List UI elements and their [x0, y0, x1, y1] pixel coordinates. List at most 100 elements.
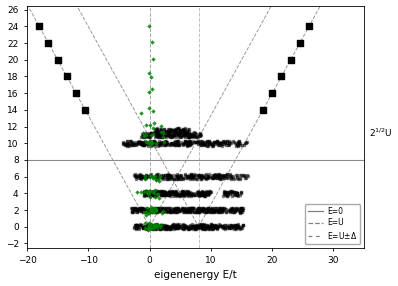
Point — [169, 190, 176, 194]
Point — [174, 192, 180, 196]
Point — [148, 141, 154, 146]
Point — [175, 175, 181, 180]
Point — [138, 190, 144, 195]
Point — [145, 106, 152, 110]
Point — [150, 132, 156, 136]
Point — [189, 227, 196, 231]
Point — [158, 134, 165, 139]
Point — [180, 222, 186, 227]
Point — [190, 205, 196, 210]
Point — [177, 223, 183, 228]
Point — [160, 134, 166, 139]
Point — [170, 133, 177, 138]
Point — [156, 139, 162, 144]
Point — [166, 127, 173, 132]
Point — [148, 131, 154, 136]
Point — [206, 191, 212, 196]
Point — [145, 143, 151, 148]
Point — [186, 127, 192, 132]
Point — [191, 132, 198, 137]
Point — [240, 208, 246, 212]
Point — [204, 189, 211, 194]
Point — [181, 126, 188, 131]
Point — [158, 124, 165, 129]
Point — [189, 133, 195, 137]
Point — [306, 24, 312, 29]
Point — [135, 141, 142, 146]
Point — [192, 131, 199, 136]
Point — [197, 208, 203, 213]
Point — [195, 172, 201, 177]
Point — [166, 190, 172, 194]
Point — [157, 129, 163, 134]
Point — [232, 192, 238, 197]
Point — [188, 142, 195, 146]
Point — [156, 206, 162, 211]
Point — [167, 208, 173, 213]
Point — [215, 225, 221, 229]
Point — [174, 143, 181, 147]
Point — [149, 40, 156, 45]
Point — [156, 134, 163, 138]
Point — [220, 174, 227, 178]
Point — [188, 175, 195, 179]
Point — [139, 225, 145, 229]
Point — [168, 174, 175, 178]
Point — [163, 134, 170, 139]
Point — [191, 134, 197, 138]
Point — [216, 208, 222, 212]
Point — [190, 224, 197, 228]
Point — [197, 189, 203, 194]
Point — [161, 127, 167, 132]
Point — [158, 193, 164, 197]
Point — [234, 192, 240, 197]
Point — [134, 174, 140, 179]
Point — [228, 174, 235, 179]
Point — [150, 140, 156, 144]
Point — [214, 174, 220, 178]
Point — [209, 176, 215, 180]
Point — [166, 174, 173, 179]
Point — [156, 225, 163, 229]
Point — [287, 57, 294, 62]
Point — [173, 142, 179, 146]
Point — [240, 223, 246, 228]
Point — [204, 139, 210, 144]
Point — [203, 225, 209, 230]
Point — [204, 223, 210, 228]
Point — [237, 176, 244, 180]
Point — [217, 205, 223, 210]
Point — [213, 224, 219, 229]
Point — [198, 205, 204, 210]
Point — [147, 174, 154, 178]
Point — [205, 210, 212, 214]
Point — [175, 192, 181, 197]
Point — [218, 207, 224, 212]
Point — [150, 176, 156, 180]
Point — [179, 189, 185, 194]
Point — [161, 224, 168, 229]
Point — [141, 142, 148, 146]
Point — [206, 192, 213, 196]
Point — [217, 176, 223, 181]
Point — [222, 173, 228, 178]
Point — [150, 209, 156, 214]
Point — [195, 209, 201, 213]
Point — [168, 175, 174, 180]
Point — [225, 190, 231, 195]
Point — [223, 139, 230, 144]
Point — [209, 225, 215, 230]
Point — [163, 191, 170, 196]
Point — [217, 141, 224, 146]
Point — [219, 224, 225, 229]
Point — [158, 130, 165, 134]
Point — [170, 223, 176, 227]
Point — [170, 131, 176, 136]
Point — [189, 131, 196, 136]
Point — [143, 175, 149, 180]
Point — [211, 173, 218, 177]
Point — [219, 207, 225, 211]
Point — [154, 127, 160, 132]
Point — [162, 132, 168, 136]
Point — [219, 206, 225, 211]
